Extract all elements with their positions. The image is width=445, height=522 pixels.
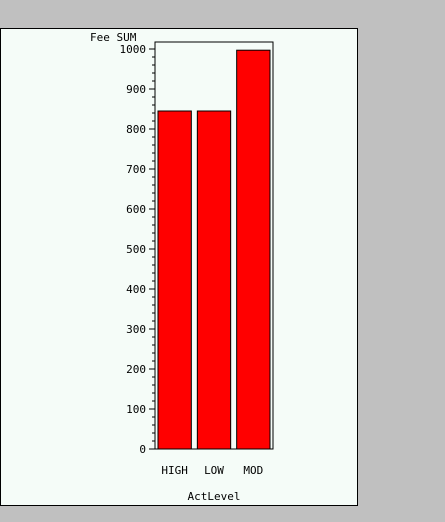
- y-tick-label: 200: [126, 363, 146, 376]
- y-tick-label: 300: [126, 323, 146, 336]
- y-tick-label: 100: [126, 403, 146, 416]
- y-axis-label: Fee SUM: [90, 31, 137, 44]
- bar-high: [157, 110, 192, 450]
- x-tick-label: LOW: [204, 464, 224, 477]
- y-tick-label: 400: [126, 283, 146, 296]
- bars: [157, 49, 271, 450]
- y-tick-label: 900: [126, 83, 146, 96]
- bar-low: [196, 110, 232, 450]
- bar-chart: Fee SUM 0 100 200 300 400 500 600 700 800 900 1000…: [90, 31, 274, 503]
- y-tick-label: 0: [139, 443, 146, 456]
- y-tick-label: 700: [126, 163, 146, 176]
- y-tick-label: 600: [126, 203, 146, 216]
- chart-panel: Fee SUM 0 100 200 300 400 500 600 700 800 900 1000…: [0, 28, 358, 506]
- x-tick-label: MOD: [243, 464, 263, 477]
- y-axis: 0 100 200 300 400 500 600 700 800 900 1000: [120, 43, 155, 456]
- y-tick-label: 800: [126, 123, 146, 136]
- x-tick-label: HIGH: [161, 464, 188, 477]
- x-axis: HIGH LOW MOD: [161, 464, 263, 477]
- x-axis-label: ActLevel: [188, 490, 241, 503]
- y-tick-label: 500: [126, 243, 146, 256]
- bar-mod: [236, 49, 271, 450]
- y-tick-label: 1000: [120, 43, 147, 56]
